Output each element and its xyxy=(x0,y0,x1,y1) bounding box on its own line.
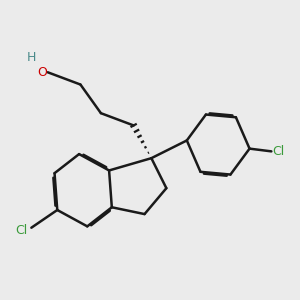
Text: O: O xyxy=(37,66,47,79)
Text: Cl: Cl xyxy=(272,145,284,158)
Text: Cl: Cl xyxy=(16,224,28,237)
Text: H: H xyxy=(27,51,36,64)
